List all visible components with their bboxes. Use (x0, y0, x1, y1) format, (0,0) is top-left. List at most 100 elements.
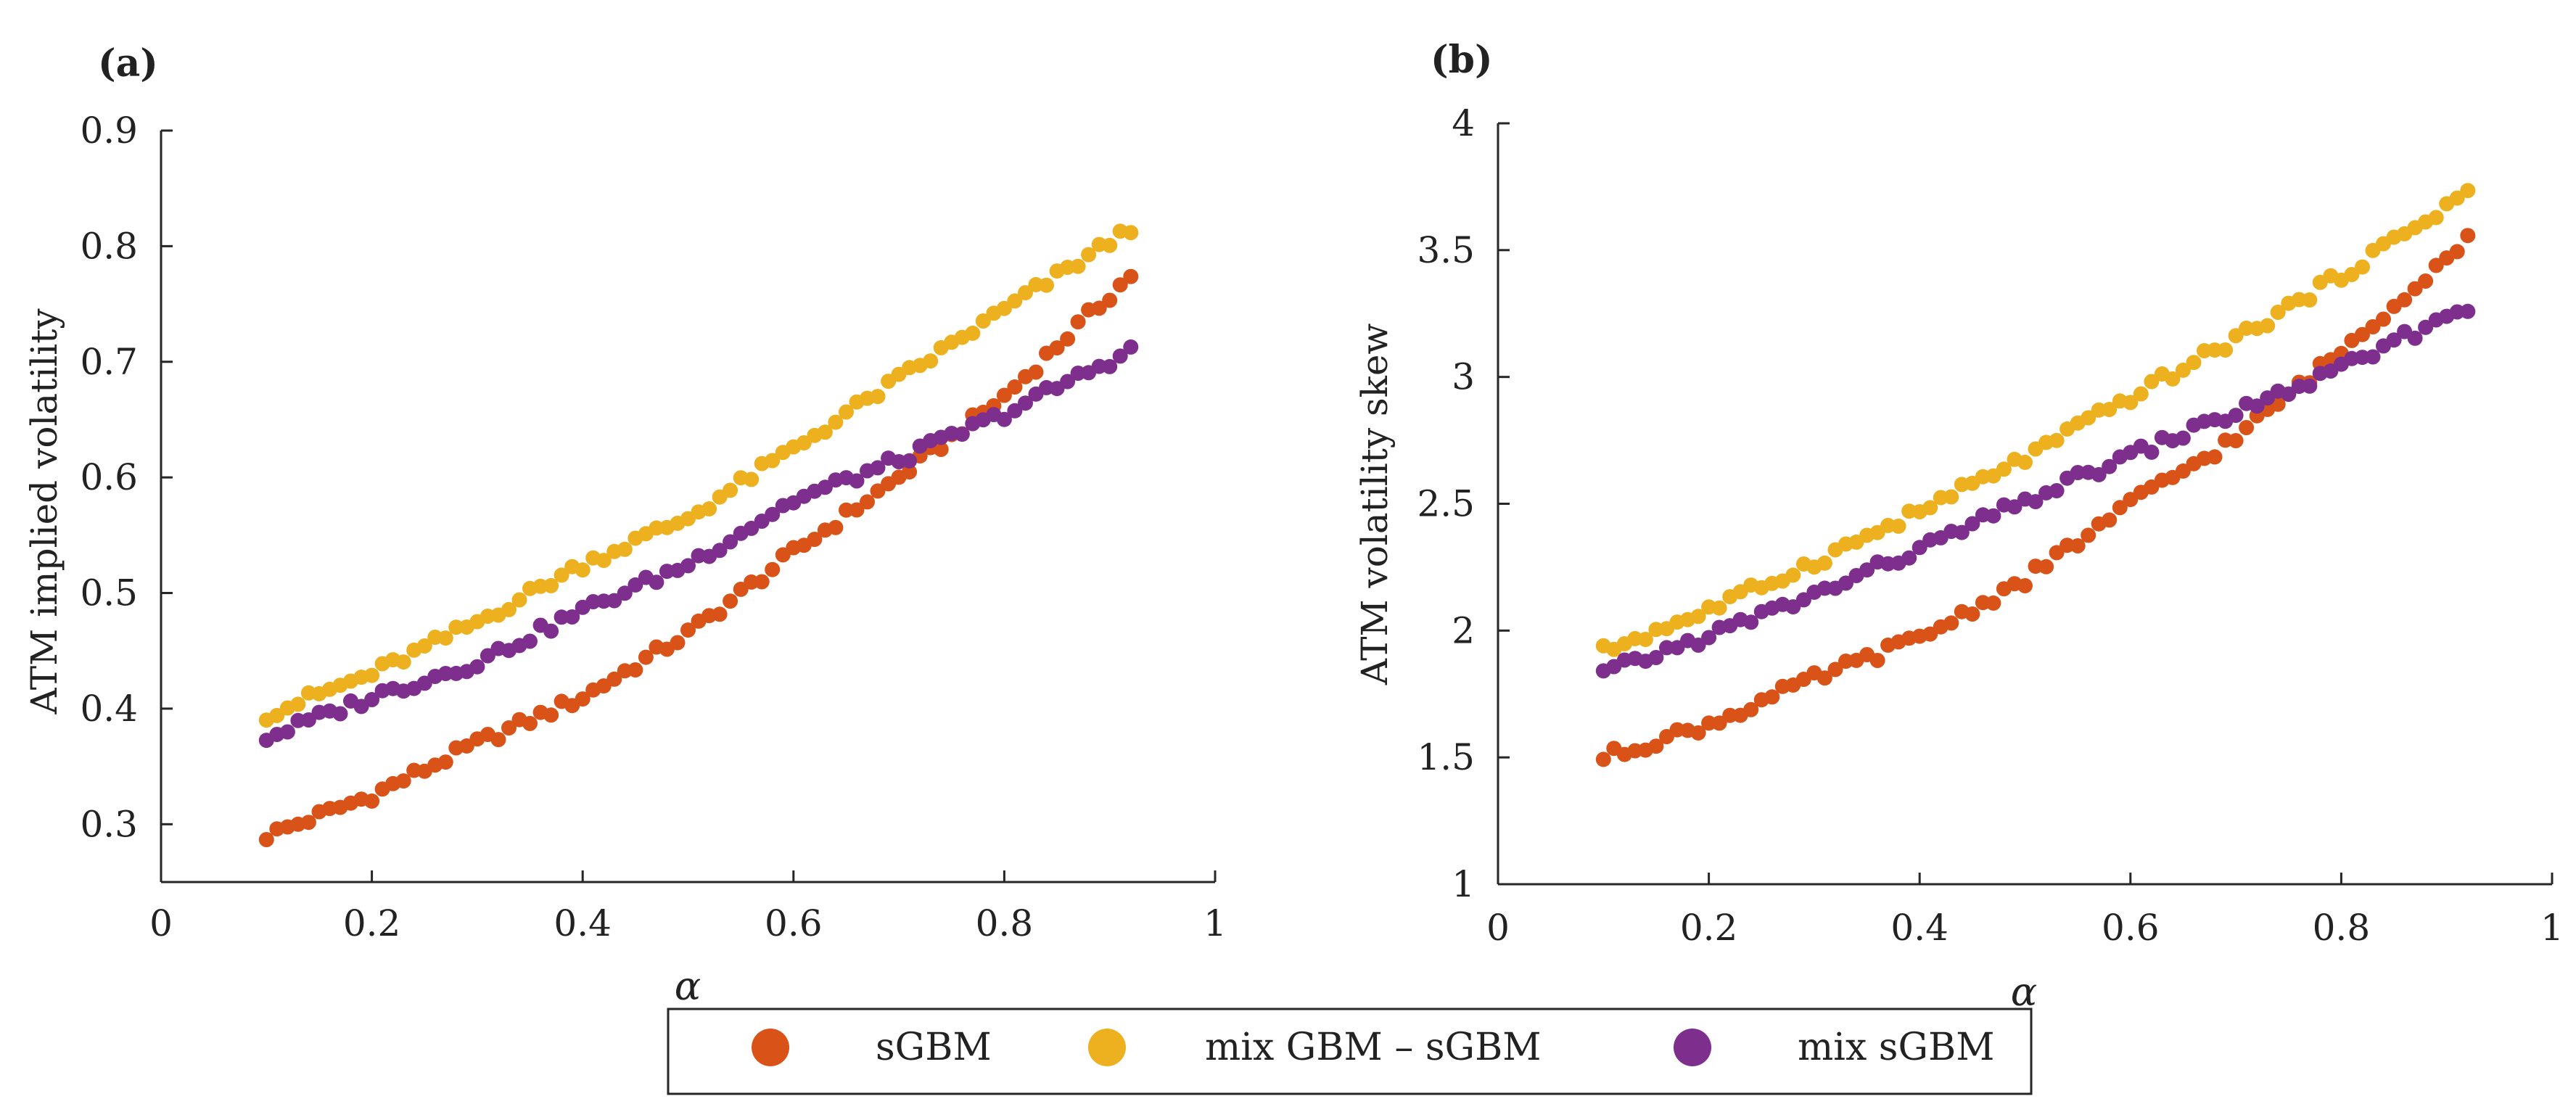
point-mix-sgbm (2102, 458, 2118, 474)
point-mix-gbm-sgbm (1007, 293, 1023, 309)
point-mix-sgbm (627, 577, 643, 593)
point-mix-sgbm (1648, 650, 1664, 665)
legend-item-sgbm: sGBM (752, 1026, 992, 1069)
point-sgbm (2228, 433, 2244, 448)
point-mix-sgbm (680, 558, 696, 574)
point-mix-sgbm (1986, 508, 2001, 524)
point-mix-gbm-sgbm (839, 404, 854, 420)
point-mix-gbm-sgbm (1711, 600, 1727, 616)
point-mix-sgbm (1701, 630, 1717, 646)
panel-b-label: (b) (1431, 38, 1493, 82)
point-sgbm (996, 387, 1012, 403)
point-mix-gbm-sgbm (2144, 374, 2160, 390)
point-mix-sgbm (2365, 349, 2381, 365)
y-tick-label: 0.6 (80, 456, 138, 498)
point-mix-sgbm (279, 724, 295, 740)
point-mix-sgbm (564, 609, 580, 625)
legend-item-mix-gbm-sgbm: mix GBM – sGBM (1088, 1026, 1542, 1069)
point-mix-gbm-sgbm (2049, 432, 2065, 448)
panel-a-label: (a) (98, 41, 158, 86)
point-mix-gbm-sgbm (2017, 454, 2033, 470)
y-tick-label: 2.5 (1417, 483, 1475, 525)
point-mix-sgbm (2386, 332, 2402, 348)
x-tick-label: 0.4 (554, 902, 612, 944)
point-mix-gbm-sgbm (511, 592, 527, 608)
panel-b-x-axis-title: α (2011, 969, 2037, 1015)
point-mix-gbm-sgbm (1922, 500, 1938, 516)
point-mix-sgbm (1743, 614, 1759, 630)
point-mix-gbm-sgbm (1102, 237, 1118, 253)
point-sgbm (839, 502, 854, 518)
point-sgbm (638, 649, 654, 665)
point-mix-sgbm (2418, 319, 2434, 335)
point-mix-gbm-sgbm (1785, 567, 1801, 583)
point-sgbm (765, 561, 781, 577)
point-sgbm (2428, 258, 2444, 273)
point-mix-sgbm (1795, 592, 1811, 608)
point-mix-gbm-sgbm (723, 482, 738, 498)
point-sgbm (1595, 751, 1611, 767)
point-mix-gbm-sgbm (543, 577, 559, 593)
point-mix-sgbm (1954, 524, 1970, 540)
point-sgbm (1123, 268, 1139, 284)
point-mix-sgbm (2407, 330, 2423, 346)
point-mix-gbm-sgbm (416, 638, 432, 654)
point-mix-gbm-sgbm (2133, 386, 2149, 402)
point-mix-gbm-sgbm (2165, 371, 2181, 387)
point-sgbm (670, 635, 686, 651)
x-tick-label: 0.8 (976, 902, 1034, 944)
point-mix-gbm-sgbm (1039, 277, 1054, 293)
point-mix-sgbm (554, 609, 569, 625)
point-mix-sgbm (332, 706, 348, 722)
point-mix-gbm-sgbm (1081, 247, 1097, 263)
point-sgbm (2112, 500, 2128, 516)
point-mix-gbm-sgbm (617, 541, 633, 557)
point-mix-gbm-sgbm (448, 619, 464, 635)
point-sgbm (1764, 689, 1780, 705)
legend-label-mix-gbm-sgbm: mix GBM – sGBM (1205, 1026, 1542, 1069)
point-sgbm (2070, 538, 2086, 553)
point-mix-sgbm (2228, 408, 2244, 424)
point-mix-sgbm (712, 543, 728, 559)
point-mix-sgbm (870, 460, 886, 476)
legend-label-sgbm: sGBM (876, 1026, 992, 1069)
x-tick-label: 0.8 (2313, 907, 2371, 949)
point-mix-gbm-sgbm (1890, 518, 1906, 534)
point-mix-gbm-sgbm (2218, 342, 2234, 358)
point-sgbm (1028, 364, 1044, 380)
point-sgbm (754, 574, 770, 590)
point-sgbm (1007, 379, 1023, 395)
point-mix-sgbm (1123, 339, 1139, 355)
point-sgbm (501, 720, 517, 736)
point-sgbm (2207, 449, 2223, 465)
panel-a-y-axis-title: ATM implied volatility (23, 308, 65, 715)
point-sgbm (2081, 527, 2096, 543)
point-mix-gbm-sgbm (796, 435, 812, 450)
point-sgbm (2365, 319, 2381, 334)
point-sgbm (490, 732, 506, 748)
point-mix-sgbm (1859, 562, 1875, 578)
point-mix-sgbm (996, 411, 1012, 427)
point-sgbm (1816, 670, 1832, 686)
point-sgbm (1722, 707, 1738, 723)
y-tick-label: 0.7 (80, 341, 138, 383)
point-mix-sgbm (437, 666, 453, 681)
panel-a-points (258, 223, 1139, 847)
point-sgbm (2355, 326, 2370, 342)
point-mix-gbm-sgbm (2355, 259, 2370, 275)
point-sgbm (1070, 314, 1086, 330)
point-mix-sgbm (723, 534, 738, 550)
point-sgbm (849, 502, 865, 518)
point-mix-gbm-sgbm (1070, 258, 1086, 274)
point-mix-sgbm (1007, 403, 1023, 419)
point-mix-gbm-sgbm (501, 601, 517, 617)
point-mix-gbm-sgbm (701, 501, 717, 516)
point-mix-sgbm (617, 585, 633, 601)
point-mix-gbm-sgbm (1637, 632, 1653, 647)
point-mix-sgbm (469, 659, 485, 675)
point-mix-gbm-sgbm (2102, 402, 2118, 417)
point-mix-gbm-sgbm (1943, 489, 1959, 505)
point-mix-sgbm (2007, 499, 2022, 515)
